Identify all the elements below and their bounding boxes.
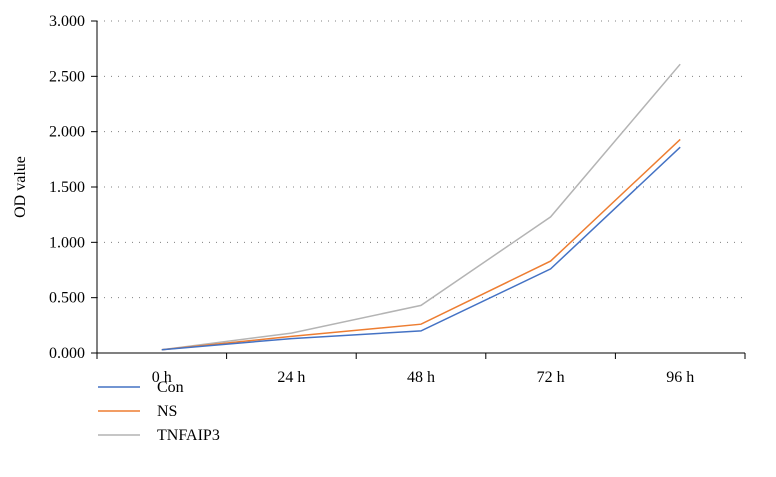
y-tick-label: 2.500 xyxy=(49,68,85,85)
y-tick-label: 0.500 xyxy=(49,290,85,307)
x-tick-label: 72 h xyxy=(537,369,565,386)
x-tick-labels: 0 h 24 h 48 h 72 h 96 h xyxy=(152,369,694,386)
y-axis-label: OD value xyxy=(12,156,29,218)
series-line-ns xyxy=(161,138,681,351)
axes xyxy=(91,20,746,359)
legend-label: TNFAIP3 xyxy=(157,427,220,444)
x-tick-label: 48 h xyxy=(407,369,435,386)
y-tick-label: 1.000 xyxy=(49,234,85,251)
x-tick-label: 96 h xyxy=(666,369,694,386)
legend-label: Con xyxy=(157,379,184,396)
y-tick-label: 2.000 xyxy=(49,124,85,141)
series-lines xyxy=(161,63,681,351)
series-line-con xyxy=(161,146,681,351)
y-tick-labels: 0.000 0.500 1.000 1.500 2.000 2.500 3.000 xyxy=(49,13,85,362)
gridlines xyxy=(97,20,745,299)
y-tick-label: 3.000 xyxy=(49,13,85,30)
legend-label: NS xyxy=(157,403,177,420)
series-line-tnfaip3 xyxy=(161,63,681,351)
x-tick-label: 0 h xyxy=(152,369,172,386)
legend: Con NS TNFAIP3 xyxy=(98,379,220,444)
y-tick-label: 0.000 xyxy=(49,345,85,362)
x-tick-label: 24 h xyxy=(277,369,305,386)
y-tick-label: 1.500 xyxy=(49,179,85,196)
